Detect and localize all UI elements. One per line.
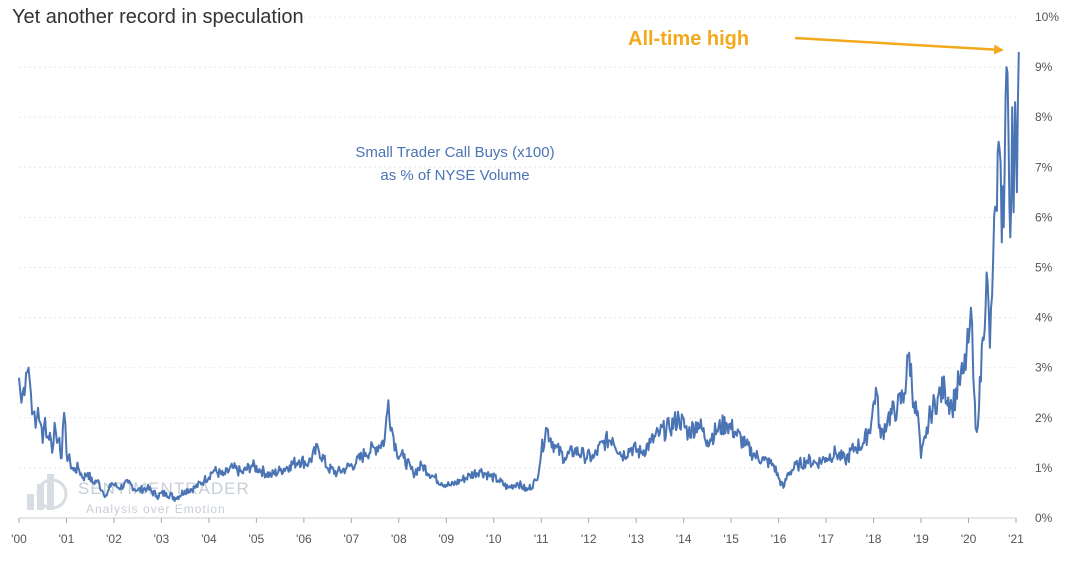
y-tick-label: 7% [1035, 160, 1053, 174]
watermark-logo-bar [27, 494, 34, 510]
x-tick-label: '20 [961, 532, 977, 546]
watermark-logo-bar [47, 474, 54, 510]
x-tick-label: '11 [534, 532, 549, 546]
x-tick-label: '17 [818, 532, 834, 546]
y-tick-label: 6% [1035, 210, 1053, 224]
y-axis-ticks: 0% 1% 2% 3% 4% 5% 6% 7% 8% 9% 10% [1035, 10, 1059, 525]
y-tick-label: 1% [1035, 461, 1053, 475]
x-tick-label: '09 [438, 532, 454, 546]
x-tick-label: '01 [59, 532, 75, 546]
all-time-high-arrow [794, 36, 1004, 55]
watermark-tagline: Analysis over Emotion [86, 502, 226, 516]
x-tick-label: '04 [201, 532, 217, 546]
x-tick-label: '00 [11, 532, 27, 546]
watermark: SENTIMENTRADER Analysis over Emotion [27, 474, 250, 516]
x-tick-label: '05 [249, 532, 265, 546]
watermark-logo-bar [37, 484, 44, 510]
x-tick-label: '19 [913, 532, 929, 546]
y-tick-label: 0% [1035, 511, 1053, 525]
series-annotation-line1: Small Trader Call Buys (x100) [355, 144, 554, 161]
y-tick-label: 3% [1035, 361, 1053, 375]
x-tick-label: '21 [1008, 532, 1024, 546]
x-tick-label: '12 [581, 532, 597, 546]
y-tick-label: 4% [1035, 311, 1053, 325]
x-tick-label: '07 [344, 532, 360, 546]
x-tick-label: '18 [866, 532, 882, 546]
x-tick-label: '15 [723, 532, 739, 546]
x-tick-label: '16 [771, 532, 787, 546]
x-axis-ticks: '00 '01 '02 '03 '04 '05 '06 '07 '08 '09 '10 '11 '12 '… [11, 518, 1024, 546]
x-tick-label: '06 [296, 532, 312, 546]
x-tick-label: '13 [628, 532, 644, 546]
y-tick-label: 10% [1035, 10, 1059, 24]
y-tick-label: 5% [1035, 261, 1053, 275]
x-tick-label: '03 [154, 532, 170, 546]
y-tick-label: 9% [1035, 60, 1053, 74]
y-tick-label: 8% [1035, 110, 1053, 124]
x-tick-label: '14 [676, 532, 692, 546]
x-tick-label: '02 [106, 532, 122, 546]
series-line [18, 52, 1020, 502]
all-time-high-label: All-time high [628, 28, 749, 50]
x-tick-label: '08 [391, 532, 407, 546]
x-tick-label: '10 [486, 532, 502, 546]
gridlines [19, 16, 1016, 519]
watermark-logo-circle [36, 478, 68, 510]
watermark-name: SENTIMENTRADER [78, 479, 250, 498]
chart-title: Yet another record in speculation [12, 6, 304, 28]
series-annotation-line2: as % of NYSE Volume [380, 167, 529, 184]
y-tick-label: 2% [1035, 411, 1053, 425]
